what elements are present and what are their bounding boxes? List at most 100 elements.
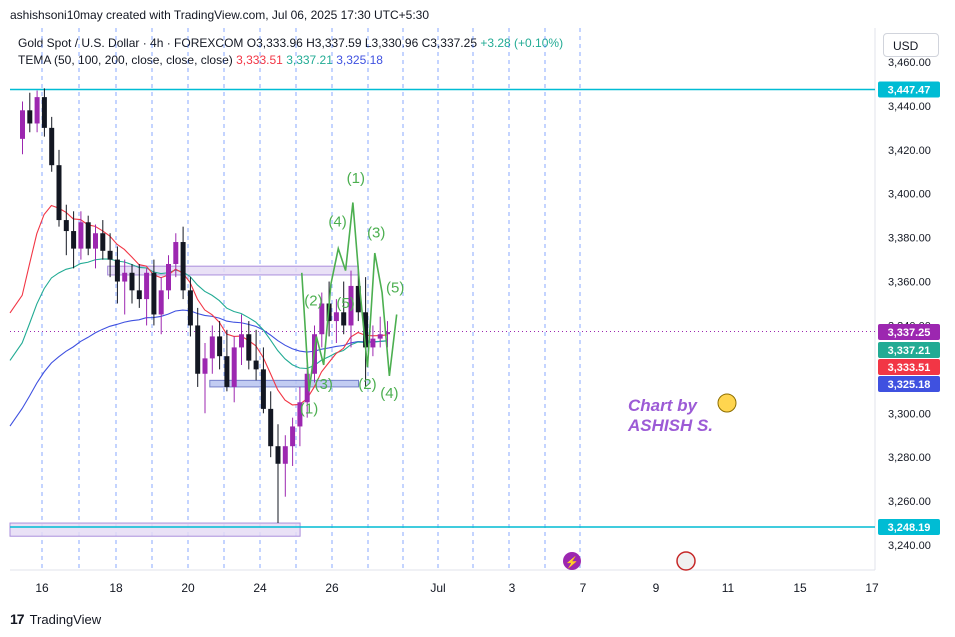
candle-body-46 <box>355 285 361 313</box>
y-tick-4: 3,380.00 <box>888 233 931 245</box>
y-tick-8: 3,300.00 <box>888 408 931 420</box>
wave-label-5: (1) <box>347 170 365 187</box>
candle-body-9 <box>85 222 91 249</box>
ohlc-low: L3,330.96 <box>364 36 419 50</box>
ohlc-close: C3,337.25 <box>421 36 477 50</box>
candle-body-18 <box>151 272 157 315</box>
candle-body-14 <box>122 272 128 282</box>
x-tick-0: 16 <box>35 581 49 595</box>
price-label-0: 3,447.47 <box>888 85 931 97</box>
y-tick-9: 3,280.00 <box>888 452 931 464</box>
price-label-2: 3,337.21 <box>888 345 931 357</box>
candle-body-19 <box>158 290 164 315</box>
candle-body-8 <box>78 222 84 249</box>
candle-body-27 <box>217 336 223 357</box>
wave-label-2: (3) <box>315 376 333 393</box>
wave-label-4: (5) <box>336 295 354 312</box>
candle-body-31 <box>246 334 252 361</box>
price-label-bg-3 <box>878 359 940 375</box>
elliott-wave-projection <box>300 202 398 392</box>
x-tick-6: 3 <box>509 581 516 595</box>
x-tick-3: 24 <box>253 581 267 595</box>
indicator-legend: TEMA (50, 100, 200, close, close, close)… <box>18 53 383 67</box>
candle-body-6 <box>63 220 69 232</box>
candle-body-13 <box>114 259 120 282</box>
candle-body-39 <box>304 373 310 403</box>
x-tick-10: 11 <box>722 581 735 595</box>
candle-body-48 <box>370 338 376 348</box>
y-tick-10: 3,260.00 <box>888 496 931 508</box>
candle-body-37 <box>290 426 296 447</box>
candle-body-30 <box>239 334 244 348</box>
candle-body-12 <box>107 250 113 260</box>
annotation-line-1: Chart by <box>628 396 699 415</box>
candle-body-44 <box>341 312 347 326</box>
candle-body-7 <box>71 231 77 249</box>
candle-body-3 <box>41 97 47 128</box>
candle-body-21 <box>173 242 179 264</box>
palette-icon <box>717 393 737 413</box>
symbol-legend: Gold Spot / U.S. Dollar · 4h · FOREXCOM … <box>18 36 563 50</box>
zone-2 <box>9 522 301 537</box>
price-label-bg-2 <box>878 342 940 358</box>
annotation-line-2: ASHISH S. <box>627 416 713 435</box>
y-tick-0: 3,460.00 <box>888 57 931 69</box>
price-label-1: 3,337.25 <box>888 327 931 339</box>
candle-body-23 <box>187 290 193 326</box>
candle-body-0 <box>20 110 25 139</box>
candle-body-36 <box>282 446 288 464</box>
tradingview-brand: TradingView <box>29 611 102 627</box>
price-label-3: 3,333.51 <box>888 362 931 374</box>
x-tick-8: 7 <box>580 581 587 595</box>
price-label-bg-0 <box>878 81 940 98</box>
indicator-name: TEMA (50, 100, 200, close, close, close) <box>18 53 233 67</box>
candle-body-25 <box>202 358 208 374</box>
candle-body-4 <box>49 127 55 166</box>
price-label-bg-5 <box>878 519 940 536</box>
wave-label-6: (2) <box>358 376 376 393</box>
candle-body-10 <box>93 233 98 249</box>
candle-body-17 <box>144 272 150 300</box>
candle-body-43 <box>333 312 339 322</box>
x-tick-13: 17 <box>865 581 879 595</box>
candle-body-34 <box>268 408 274 447</box>
symbol-name: Gold Spot / U.S. Dollar · 4h · FOREXCOM <box>18 36 244 50</box>
x-tick-1: 18 <box>109 581 123 595</box>
candle-body-32 <box>253 360 259 370</box>
candle-body-28 <box>224 356 230 387</box>
candle-body-22 <box>180 242 186 291</box>
wave-label-3: (4) <box>328 214 346 231</box>
x-tick-5: Jul <box>430 581 445 595</box>
candle-body-50 <box>385 332 390 335</box>
y-tick-2: 3,420.00 <box>888 145 931 157</box>
currency-button[interactable]: USD <box>883 33 939 57</box>
ohlc-high: H3,337.59 <box>306 36 362 50</box>
tema-50-line <box>9 204 388 406</box>
lightning-event-icon <box>563 552 581 570</box>
y-tick-5: 3,360.00 <box>888 277 931 289</box>
x-tick-9: 9 <box>653 581 660 595</box>
candle-body-41 <box>319 303 325 335</box>
price-label-5: 3,248.19 <box>888 522 931 534</box>
lightning-glyph-icon: ⚡ <box>565 556 579 569</box>
wave-label-1: (2) <box>304 293 322 310</box>
zone-1 <box>209 379 359 388</box>
price-label-4: 3,325.18 <box>888 379 931 391</box>
candle-body-35 <box>275 446 281 464</box>
candle-body-38 <box>297 402 303 427</box>
author-line: ashishsoni10may created with TradingView… <box>10 8 430 22</box>
ohlc-open: O3,333.96 <box>246 36 303 50</box>
candle-body-45 <box>348 285 354 326</box>
us-flag-event-icon <box>676 551 696 571</box>
candle-body-47 <box>363 312 369 348</box>
price-label-bg-1 <box>878 324 940 340</box>
price-label-bg-4 <box>878 376 940 392</box>
y-tick-1: 3,440.00 <box>888 101 931 113</box>
x-tick-2: 20 <box>181 581 195 595</box>
wave-label-8: (4) <box>380 385 398 402</box>
candle-body-11 <box>100 233 106 251</box>
tradingview-logo[interactable]: 17 TradingView <box>10 611 101 627</box>
indicator-value-2: 3,337.21 <box>286 53 333 67</box>
wave-label-0: (1) <box>300 400 318 417</box>
